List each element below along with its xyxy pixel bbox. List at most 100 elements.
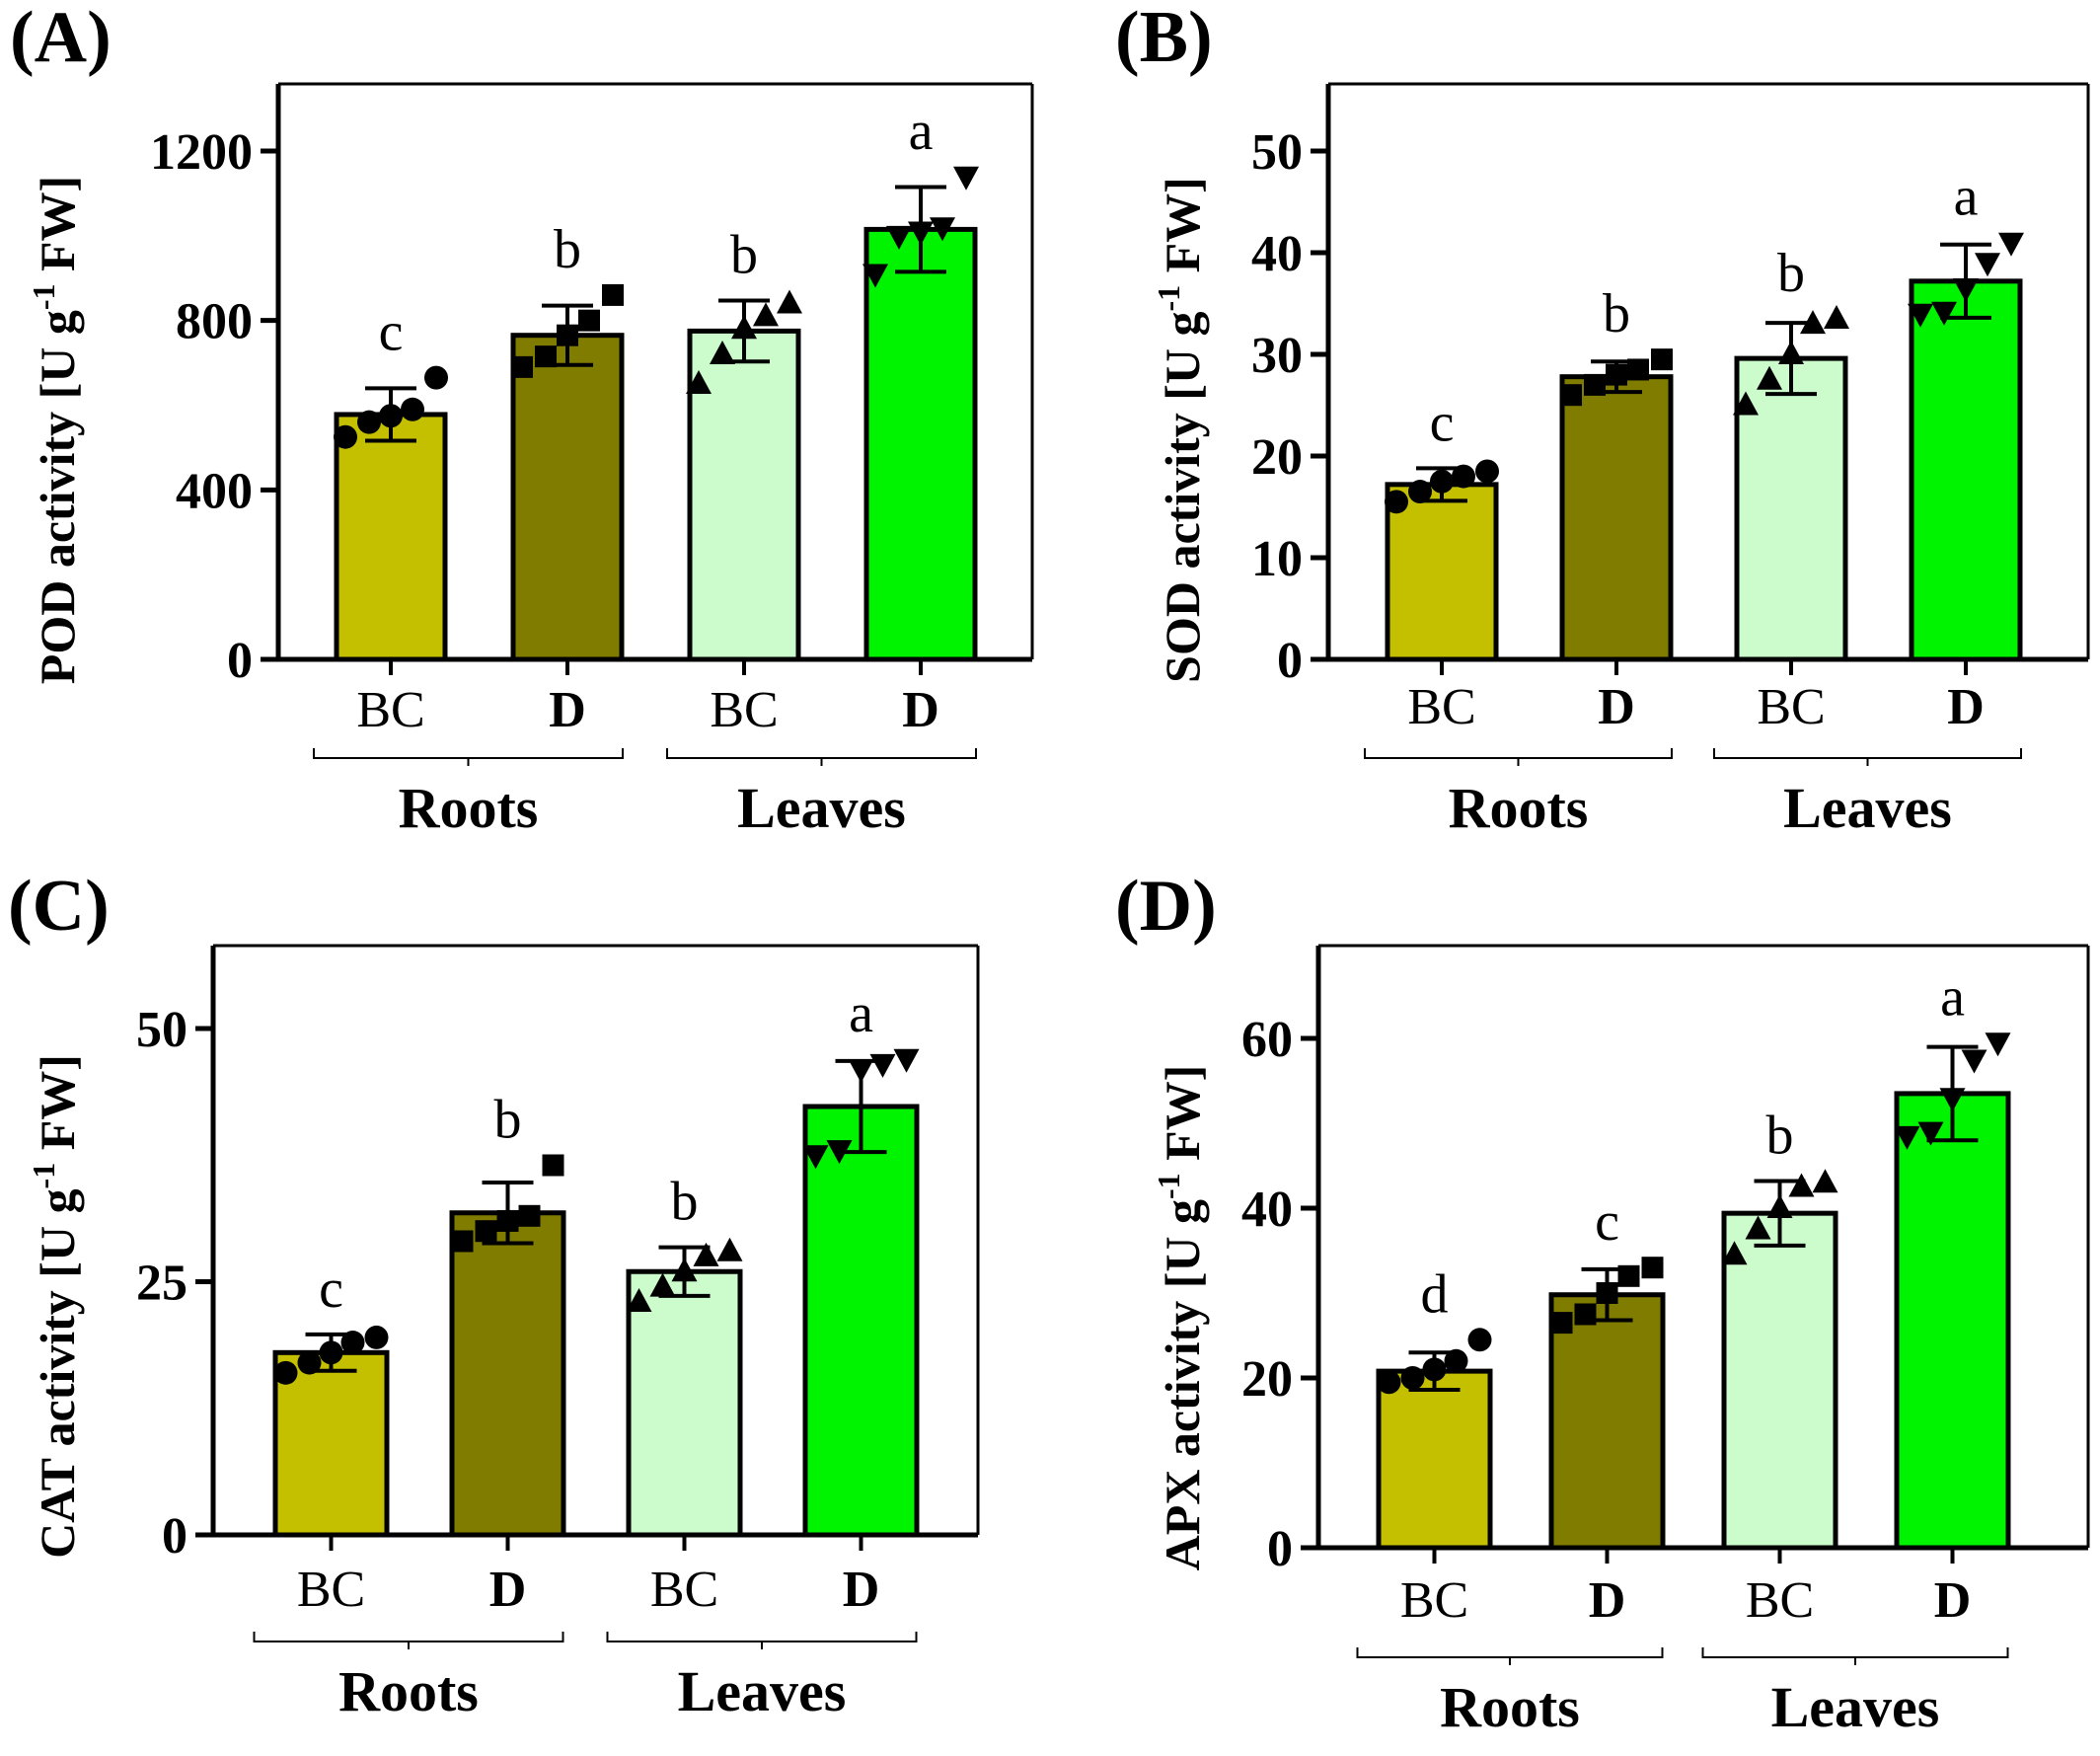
data-point xyxy=(273,1360,298,1385)
group-bracket xyxy=(253,1632,564,1649)
data-point xyxy=(886,225,912,250)
data-point xyxy=(1998,232,2024,257)
data-point xyxy=(1733,391,1759,416)
data-point xyxy=(1377,1370,1401,1395)
data-point xyxy=(535,345,557,368)
x-tick-label: BC xyxy=(1400,1572,1468,1629)
data-point xyxy=(1931,301,1957,326)
y-tick-label: 800 xyxy=(176,294,253,350)
data-point xyxy=(424,365,448,390)
y-axis-title: APX activity [U g-1 FW] xyxy=(1151,1065,1210,1571)
bar-3 xyxy=(687,328,801,662)
data-point xyxy=(1430,469,1454,494)
x-tick-label: D xyxy=(1934,1572,1972,1629)
significance-letter: b xyxy=(494,1090,522,1151)
significance-letter: b xyxy=(1777,243,1805,304)
group-bracket xyxy=(1701,1647,2009,1665)
data-point xyxy=(710,341,735,364)
group-label: Leaves xyxy=(678,1659,847,1723)
data-point xyxy=(626,1288,652,1313)
data-point xyxy=(334,424,357,449)
y-axis-title-end: FW] xyxy=(30,176,85,284)
data-point xyxy=(1766,1194,1793,1218)
data-point xyxy=(671,1258,698,1282)
data-point xyxy=(869,1053,896,1078)
y-axis-title-end: FW] xyxy=(1155,1065,1210,1174)
significance-letter: b xyxy=(671,1172,699,1233)
y-tick-label: 30 xyxy=(1251,328,1303,384)
data-point xyxy=(340,1331,365,1355)
significance-letter: a xyxy=(1954,167,1979,228)
data-point xyxy=(1385,490,1408,514)
group-label: Leaves xyxy=(737,776,906,840)
data-point xyxy=(1939,1088,1966,1112)
x-tick-label: D xyxy=(843,1562,880,1618)
data-point xyxy=(319,1340,343,1365)
data-point xyxy=(1408,480,1432,504)
group-bracket xyxy=(313,748,624,766)
x-tick-label: BC xyxy=(356,682,424,738)
data-point xyxy=(1560,384,1582,407)
significance-letter: a xyxy=(1940,966,1965,1028)
panel-label: (A) xyxy=(10,0,112,78)
data-point xyxy=(716,1237,743,1261)
y-tick-label: 20 xyxy=(1251,429,1303,486)
bar-1 xyxy=(1385,482,1499,662)
x-tick-label: BC xyxy=(1746,1572,1814,1629)
x-tick-label: D xyxy=(1947,679,1985,735)
bar-2 xyxy=(1548,1292,1666,1551)
data-point xyxy=(953,166,979,191)
data-point xyxy=(1606,363,1627,386)
data-point xyxy=(496,1209,519,1232)
data-point xyxy=(753,302,779,327)
y-axis-title-end: FW] xyxy=(1155,177,1210,285)
data-point xyxy=(511,355,533,378)
data-point xyxy=(1444,1348,1468,1373)
group-label: Leaves xyxy=(1771,1675,1940,1739)
bar-1 xyxy=(1376,1368,1493,1551)
x-tick-label: D xyxy=(549,682,586,738)
data-point xyxy=(1745,1215,1771,1240)
significance-letter: b xyxy=(1766,1105,1794,1166)
y-tick-label: 0 xyxy=(227,633,253,689)
bar-3 xyxy=(1734,355,1848,662)
data-point xyxy=(649,1272,676,1297)
data-point xyxy=(908,221,934,246)
y-axis-title-end: FW] xyxy=(30,1054,85,1163)
group-bracket xyxy=(606,1632,918,1649)
y-tick-label: 60 xyxy=(1241,1012,1293,1068)
data-point xyxy=(1953,278,1979,303)
data-point xyxy=(1617,1264,1640,1287)
group-bracket xyxy=(1364,748,1673,766)
x-tick-label: BC xyxy=(710,682,778,738)
panel-label: (B) xyxy=(1115,0,1213,78)
data-point xyxy=(1894,1125,1920,1150)
significance-letter: b xyxy=(1603,283,1630,344)
significance-letter: c xyxy=(1430,392,1455,453)
significance-letter: a xyxy=(849,983,873,1044)
group-label: Roots xyxy=(399,776,539,840)
y-axis-title-main: APX activity [U g xyxy=(1155,1199,1210,1570)
data-point xyxy=(602,283,624,306)
y-tick-label: 25 xyxy=(136,1256,188,1312)
significance-letter: c xyxy=(319,1259,343,1320)
y-axis-title-main: POD activity [U g xyxy=(30,310,85,684)
y-tick-label: 0 xyxy=(1277,633,1303,689)
data-point xyxy=(1596,1282,1618,1304)
data-point xyxy=(693,1242,719,1266)
y-tick-label: 50 xyxy=(1251,124,1303,181)
panel-b: (B) 0 10 20 30 40 50 SOD activity [U g-1 FW] c BC… xyxy=(1115,0,2090,840)
data-point xyxy=(1961,1049,1988,1074)
data-point xyxy=(557,324,578,346)
y-axis-title-sup: -1 xyxy=(26,1163,61,1189)
x-tick-label: BC xyxy=(650,1562,718,1618)
data-point xyxy=(1788,1173,1815,1197)
data-point xyxy=(1452,464,1475,489)
data-point xyxy=(1812,1169,1838,1193)
group-bracket xyxy=(1356,1647,1664,1665)
data-point xyxy=(1824,304,1849,329)
data-point xyxy=(1800,310,1826,335)
y-tick-label: 20 xyxy=(1241,1351,1293,1408)
y-axis-title-sup: -1 xyxy=(1151,285,1186,312)
data-point xyxy=(1400,1366,1425,1390)
